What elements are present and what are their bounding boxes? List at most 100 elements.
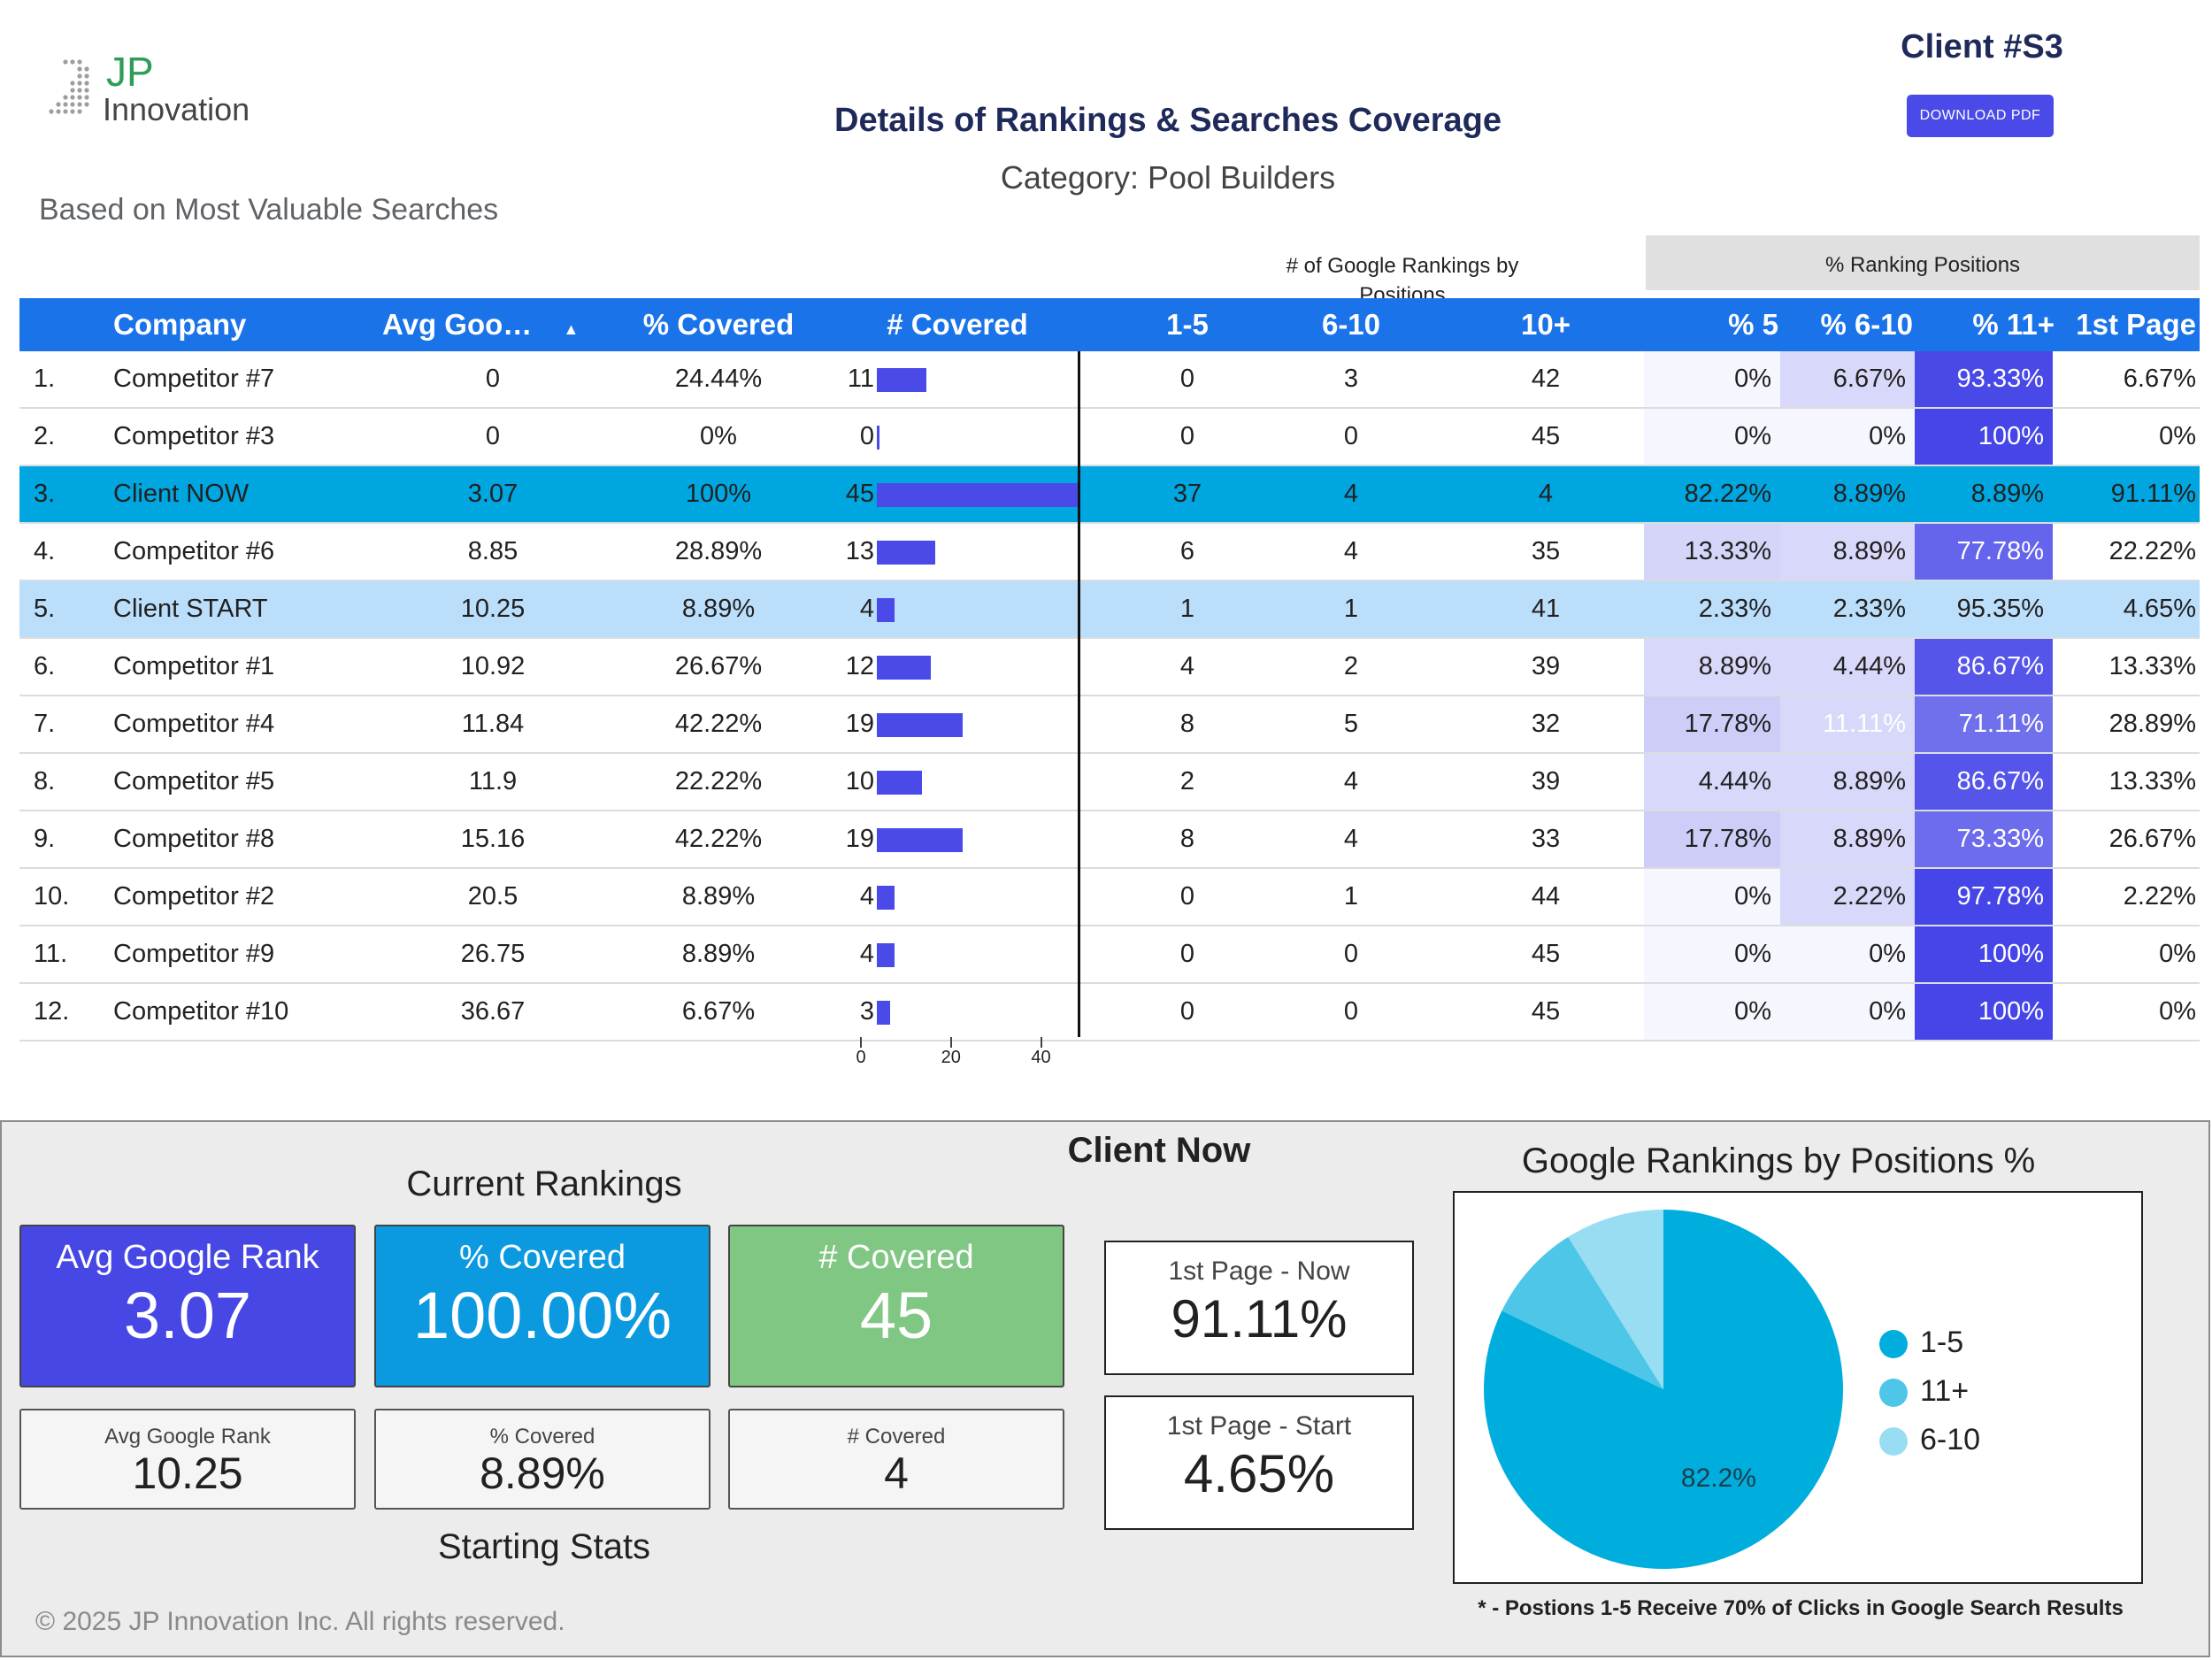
cell-pct11: 86.67%	[1956, 652, 2044, 680]
cell-pct11: 97.78%	[1956, 882, 2044, 911]
table-row[interactable]: 9. Competitor #8 15.16 42.22% 8 4 33 26.67% 19 17…	[19, 811, 2200, 869]
logo-dots-icon	[49, 59, 89, 114]
cell-num-covered: 4	[859, 595, 874, 623]
heat-cell-bg	[1915, 409, 2053, 465]
cell-company: Competitor #2	[113, 882, 275, 911]
col-header-company[interactable]: Company	[113, 308, 247, 341]
legend-item[interactable]: 11+	[1879, 1374, 1969, 1409]
cell-pct6-10: 8.89%	[1832, 825, 1906, 853]
cell-pct-covered: 42.22%	[674, 825, 763, 853]
sort-ascending-icon[interactable]: ▲	[563, 320, 580, 338]
cell-avg-rank: 8.85	[467, 537, 518, 565]
cell-first-page: 13.33%	[2108, 767, 2196, 795]
heat-cell-bg	[1915, 754, 2053, 810]
cell-pct11: 86.67%	[1956, 767, 2044, 795]
col-header-pct-covered[interactable]: % Covered	[642, 308, 795, 341]
legend-item[interactable]: 6-10	[1879, 1423, 1980, 1457]
covered-bar	[877, 656, 932, 680]
cell-pos-10-plus: 42	[1531, 365, 1561, 393]
logo-dot	[84, 81, 89, 86]
table-row[interactable]: 4. Competitor #6 8.85 28.89% 6 4 35 22.22% 13 13.…	[19, 524, 2200, 581]
cell-pos-6-10: 4	[1343, 767, 1359, 795]
cell-pos-1-5: 4	[1179, 652, 1195, 680]
col-header-avg-rank[interactable]: Avg Goo… ▲	[382, 298, 579, 351]
col-header-pct-5[interactable]: % 5	[1728, 308, 1778, 341]
cell-company: Client NOW	[113, 480, 250, 508]
logo-dot	[77, 81, 82, 86]
cell-pct6-10: 6.67%	[1832, 365, 1906, 393]
cell-company: Competitor #8	[113, 825, 275, 853]
heat-cell-bg	[1780, 351, 1915, 407]
heat-cell-bg	[1644, 869, 1780, 925]
heat-cell-bg	[1915, 639, 2053, 695]
heat-cell-bg	[1915, 351, 2053, 407]
logo-dot	[77, 66, 82, 72]
legend-label: 11+	[1920, 1374, 1970, 1408]
heat-cell-bg	[1915, 524, 2053, 580]
kpi-current-num-covered: # Covered 45	[728, 1225, 1064, 1387]
cell-pct5: 4.44%	[1698, 767, 1771, 795]
table-row[interactable]: 11. Competitor #9 26.75 8.89% 0 0 45 0% 4 0% 0% 100…	[19, 926, 2200, 984]
table-row[interactable]: 7. Competitor #4 11.84 42.22% 8 5 32 28.89% 19 17…	[19, 696, 2200, 754]
col-header-pos-6-10[interactable]: 6-10	[1321, 308, 1381, 341]
cell-rank: 8.	[34, 767, 56, 795]
kpi-label: % Covered	[489, 1425, 595, 1449]
cell-rank: 5.	[34, 595, 56, 623]
col-header-pct-11-plus[interactable]: % 11+	[1972, 308, 2055, 341]
cell-pos-10-plus: 45	[1531, 940, 1561, 968]
cell-company: Competitor #6	[113, 537, 275, 565]
table-row[interactable]: 12. Competitor #10 36.67 6.67% 0 0 45 0% 3 0% 0% 10…	[19, 984, 2200, 1041]
table-row[interactable]: 1. Competitor #7 0 24.44% 0 3 42 6.67% 11 0% 6.67%…	[19, 351, 2200, 409]
cell-pct11: 100%	[1978, 422, 2044, 450]
logo-dot	[77, 109, 82, 114]
pie-slice-6-10[interactable]	[1568, 1210, 1663, 1389]
pie-slice-11+[interactable]	[1502, 1236, 1663, 1389]
cell-avg-rank: 0	[485, 365, 501, 393]
cell-num-covered: 3	[859, 997, 874, 1026]
heat-cell-bg	[1644, 811, 1780, 867]
logo-dot	[77, 59, 82, 65]
cell-pct11: 100%	[1978, 940, 2044, 968]
axis-tick	[860, 1037, 862, 1048]
cell-pct-covered: 8.89%	[681, 940, 756, 968]
download-pdf-button[interactable]: DOWNLOAD PDF	[1907, 95, 2054, 137]
cell-avg-rank: 15.16	[460, 825, 526, 853]
col-header-pct-6-10[interactable]: % 6-10	[1820, 308, 1913, 341]
table-row[interactable]: 3. Client NOW 3.07 100% 37 4 4 91.11% 45 82.22% 8.…	[19, 466, 2200, 524]
first-page-now-label: 1st Page - Now	[1168, 1257, 1350, 1286]
logo-dot	[77, 88, 82, 93]
kpi-value: 45	[859, 1279, 933, 1352]
logo-innovation: Innovation	[103, 91, 250, 127]
table-row[interactable]: 8. Competitor #5 11.9 22.22% 2 4 39 13.33% 10 4.4…	[19, 754, 2200, 811]
cell-pct5: 17.78%	[1684, 825, 1771, 853]
table-row[interactable]: 6. Competitor #1 10.92 26.67% 4 2 39 13.33% 12 8.…	[19, 639, 2200, 696]
col-header-pos-1-5[interactable]: 1-5	[1166, 308, 1209, 341]
cell-rank: 10.	[34, 882, 70, 911]
heat-cell-bg	[1780, 869, 1915, 925]
cell-pct11: 71.11%	[1958, 710, 2044, 738]
cell-pct-covered: 0%	[700, 422, 737, 450]
col-header-num-covered[interactable]: # Covered	[887, 308, 1028, 341]
bar-axis-baseline	[1078, 351, 1080, 1037]
heat-cell-bg	[1915, 926, 2053, 982]
cell-pct-covered: 6.67%	[681, 997, 756, 1026]
covered-bar	[877, 828, 963, 852]
cell-rank: 1.	[34, 365, 56, 393]
cell-avg-rank: 26.75	[460, 940, 526, 968]
cell-num-covered: 13	[845, 537, 874, 565]
col-header-pos-10-plus[interactable]: 10+	[1521, 308, 1571, 341]
cell-pct5: 0%	[1734, 422, 1771, 450]
current-rankings-title: Current Rankings	[406, 1164, 682, 1203]
cell-company: Client START	[113, 595, 268, 623]
legend-item[interactable]: 1-5	[1879, 1326, 1963, 1360]
cell-pos-6-10: 4	[1343, 825, 1359, 853]
table-row[interactable]: 10. Competitor #2 20.5 8.89% 0 1 44 2.22% 4 0% 2.2…	[19, 869, 2200, 926]
col-header-first-page[interactable]: 1st Page	[2076, 308, 2196, 341]
cell-rank: 9.	[34, 825, 56, 853]
pie-chart-svg: 82.2%	[1484, 1210, 1843, 1569]
heat-cell-bg	[1644, 639, 1780, 695]
table-row[interactable]: 5. Client START 10.25 8.89% 1 1 41 4.65% 4 2.33% 2…	[19, 581, 2200, 639]
rankings-table: Company Avg Goo… ▲ % Covered # Covered 1…	[19, 298, 2200, 1041]
cell-pct5: 17.78%	[1684, 710, 1771, 738]
table-row[interactable]: 2. Competitor #3 0 0% 0 0 45 0% 0 0% 0% 100%	[19, 409, 2200, 466]
